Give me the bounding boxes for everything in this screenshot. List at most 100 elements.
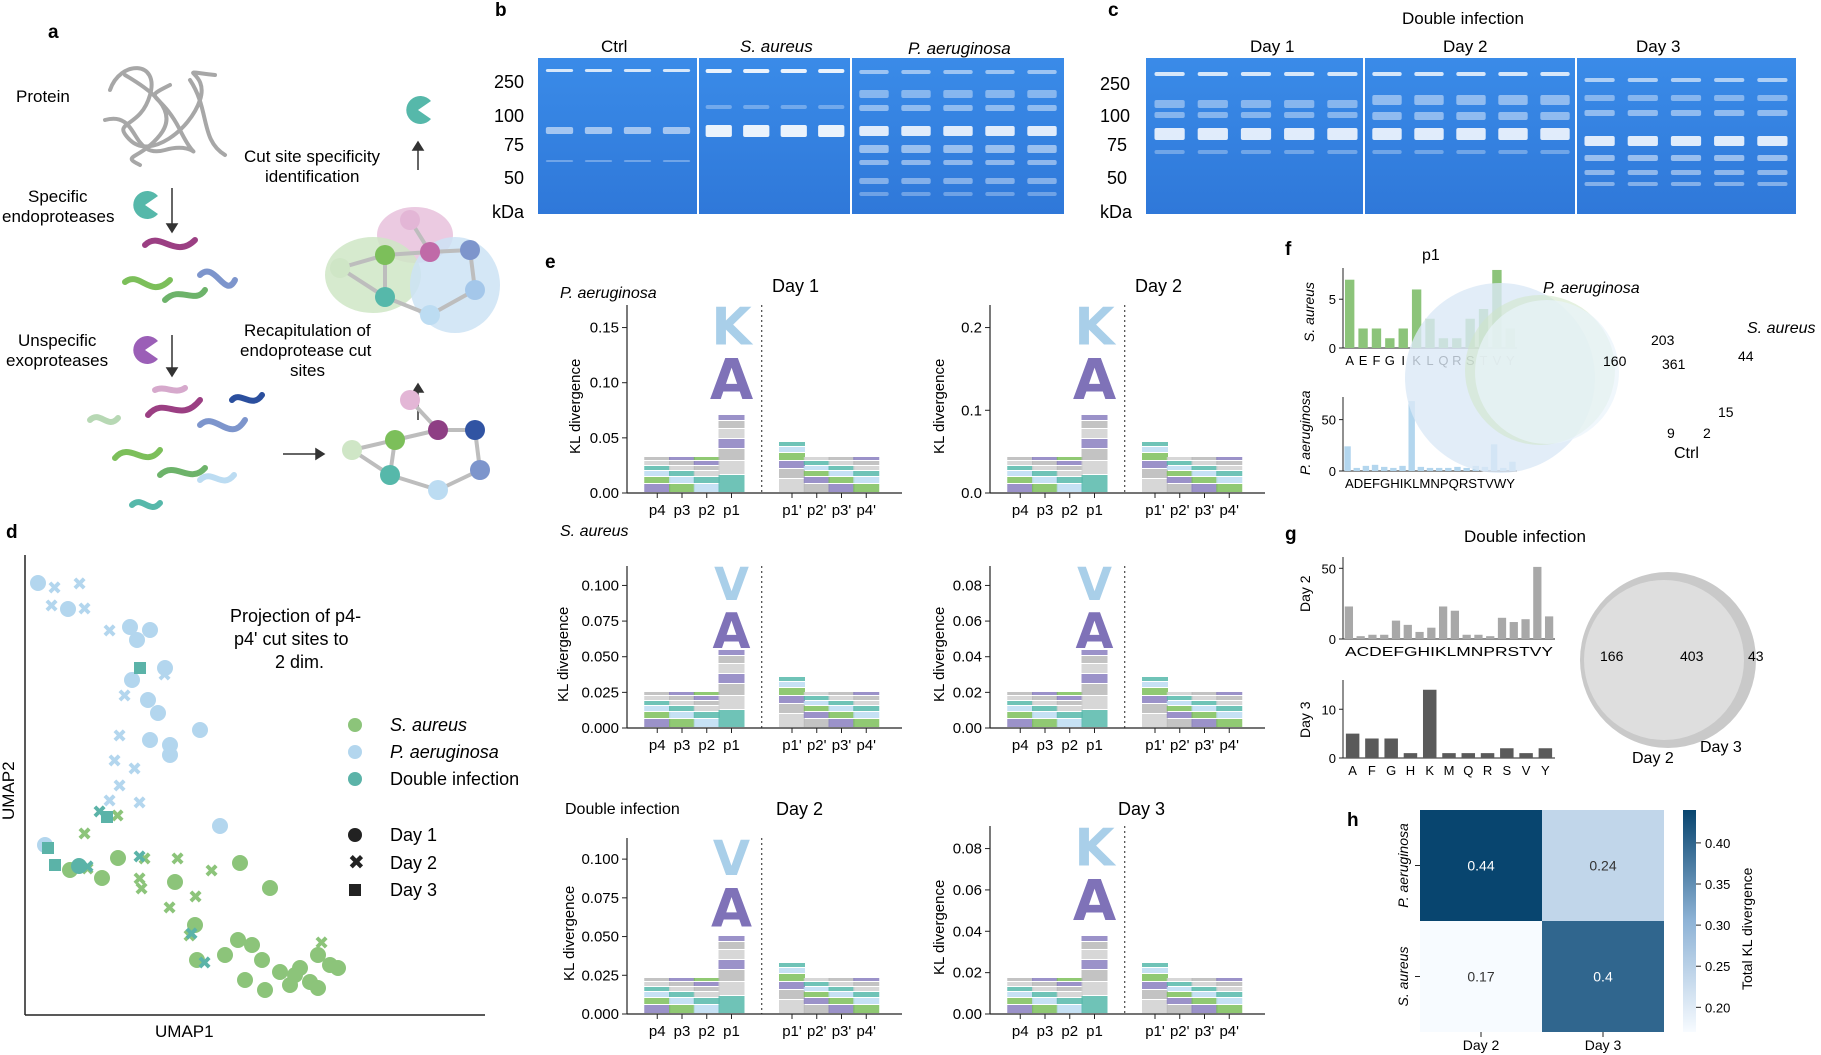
umap-point: ✖ [197, 953, 212, 974]
logo-letter-block [669, 461, 695, 465]
lane-day2: Day 2 [1443, 37, 1487, 56]
gel-band [1027, 105, 1057, 111]
panel-c-letter: c [1108, 0, 1119, 21]
logo-letter-block [669, 477, 695, 483]
colorbar-label: Total KL divergence [1739, 867, 1755, 990]
gel-band [901, 160, 931, 165]
logo-letter-block [718, 936, 745, 941]
gel-band [1456, 72, 1486, 76]
logo-ytick-label: 0.050 [581, 929, 619, 946]
logo-letter-block [1216, 1005, 1243, 1013]
logo-letter-block [1056, 706, 1083, 711]
logo-letter-block [1032, 712, 1058, 718]
bar [1385, 338, 1395, 348]
umap-point: ✖ [188, 887, 203, 908]
logo-position-label: p1' [782, 1023, 802, 1040]
panel-f-letter: f [1285, 239, 1292, 260]
bar [1533, 566, 1542, 639]
logo-position-label: p2' [807, 502, 827, 519]
logo-letter-block [853, 998, 880, 1004]
logo-letter-block [718, 415, 745, 420]
gel-band [1284, 112, 1315, 118]
logo-letter-block [644, 466, 671, 470]
bar [1390, 467, 1397, 471]
gel-band [1540, 95, 1570, 105]
logo-letter-block [828, 457, 855, 460]
cutsite-label-2: identification [265, 167, 360, 186]
logo-letter-block [1216, 461, 1243, 465]
logo-letter-block [1216, 987, 1243, 991]
logo-top-letter: K [711, 297, 753, 357]
gel-band [1498, 150, 1528, 154]
logo-letter-block [644, 457, 671, 460]
logo-letter-block [1166, 477, 1193, 483]
logo-letter-block [644, 987, 671, 991]
logo-letter-block [1007, 461, 1034, 465]
logo-letter-block [1216, 696, 1243, 700]
gel-band [662, 127, 691, 134]
legend-p-aeruginosa: P. aeruginosa [390, 742, 499, 762]
umap-point [150, 705, 166, 721]
logo-letter-block [693, 461, 720, 465]
gel-band [545, 69, 574, 72]
projection-text-3: 2 dim. [275, 652, 324, 672]
heatmap-cell [1420, 810, 1542, 921]
logo-letter-block [669, 692, 695, 695]
gel-band [1414, 72, 1444, 76]
gel-band [1456, 128, 1486, 140]
logo-letter-block [853, 477, 880, 483]
logo-letter-block [1166, 466, 1193, 470]
logo-letter-block [1032, 978, 1058, 981]
logo-letter-block [1142, 688, 1168, 695]
colorbar-tick-label: 0.30 [1705, 918, 1730, 933]
logo-letter-block [828, 466, 855, 470]
umap-scatter: ✖ ✖✖ ✖✖✖✖✖✖ ✖✖✖✖✖✖✖ ✖✖✖ ✖✖ ✖✖✖✖✖ ✖✖✖✖ [30, 574, 346, 998]
bar-xtick-label: I [1401, 353, 1405, 368]
umap-point: ✖ [132, 847, 147, 868]
logo-letter-block [1216, 978, 1243, 981]
logo-top-letter: V [713, 831, 750, 887]
gel-band [985, 90, 1015, 98]
gel-band [1757, 78, 1788, 82]
logo-letter-block [1216, 998, 1243, 1004]
logo-letter-block [803, 992, 830, 997]
logo-letter-block [1142, 982, 1168, 989]
logo-letter-block [693, 719, 720, 727]
logo-position-label: p3' [1195, 1023, 1215, 1040]
gel-band [1027, 70, 1057, 74]
logo-letter-block [803, 712, 830, 718]
bar-xtick-label: G [1386, 763, 1396, 778]
umap-point: ✖ [102, 621, 117, 642]
bar [1411, 289, 1422, 348]
gel-band [1627, 110, 1658, 116]
logo-letter-block [1032, 466, 1058, 470]
gel-band [1757, 110, 1788, 116]
logo-letter-block [1166, 692, 1193, 695]
umap-point [30, 575, 46, 591]
legend-day2: Day 2 [390, 853, 437, 873]
logo-letter-block [828, 992, 855, 997]
umap-point: ✖ [132, 869, 147, 890]
logo-letter-block [1007, 701, 1034, 705]
gel-band [1372, 150, 1402, 154]
logo-letter-block [644, 706, 671, 711]
venn-n-203: 203 [1651, 332, 1675, 348]
gel-band [545, 160, 574, 162]
bar [1380, 634, 1389, 639]
logo-position-label: p1 [723, 737, 740, 754]
logo-position-label: p4' [856, 1023, 876, 1040]
umap-point: ✖ [112, 776, 127, 797]
logo-ytick-label: 0.050 [581, 649, 619, 666]
logo-ytick-label: 0.100 [581, 577, 619, 594]
logo-letter-block [853, 471, 880, 476]
bar-chart: 0 10 A F G H K M Q R S V Y [1322, 680, 1555, 778]
logo-letter-block [1216, 471, 1243, 476]
logo-letter-block [644, 701, 671, 705]
legend-day3: Day 3 [390, 880, 437, 900]
gel-band [1327, 128, 1358, 140]
logo-position-label: p4' [856, 737, 876, 754]
panel-b-letter: b [495, 0, 507, 21]
gel-band [1714, 95, 1745, 101]
logo-position-label: p2 [1061, 737, 1078, 754]
heatmap-ylabel: S. aureus [1395, 947, 1411, 1007]
